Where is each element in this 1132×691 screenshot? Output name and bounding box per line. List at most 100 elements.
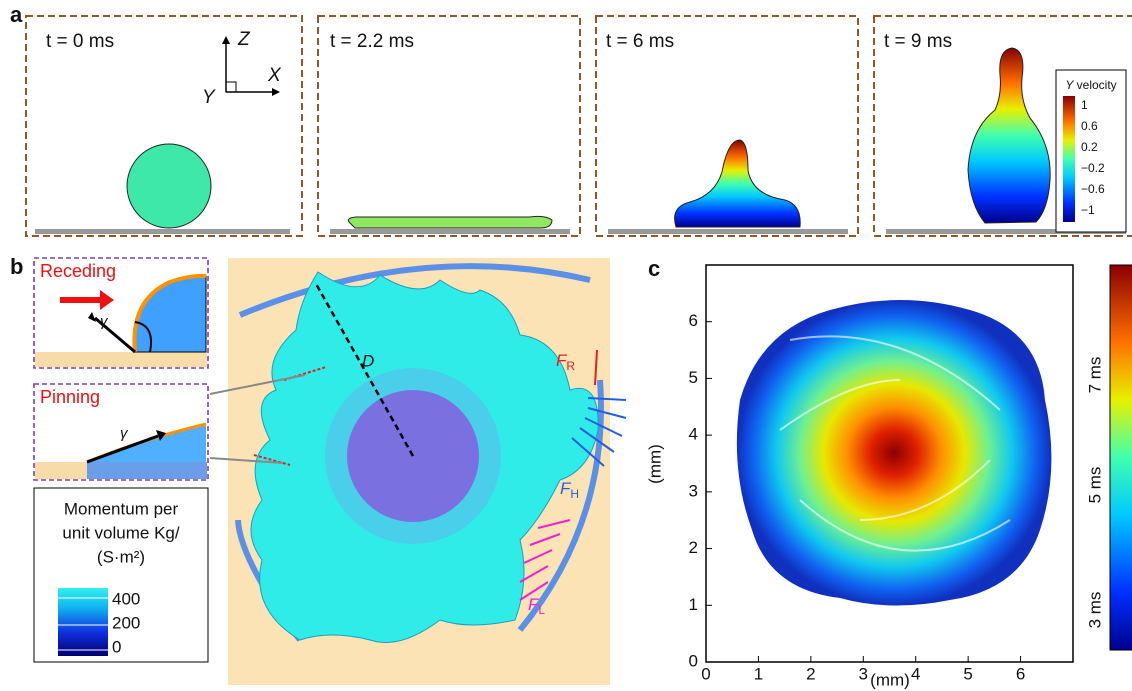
angle-label: γ	[120, 425, 129, 442]
y-tick-label: 6	[689, 311, 698, 330]
frame-time: t = 9 ms	[884, 31, 952, 52]
axis-name: X	[267, 65, 282, 86]
y-axis-label: (mm)	[645, 444, 664, 484]
droplet	[967, 47, 1051, 224]
legend-scale	[58, 588, 108, 656]
panel-label: b	[10, 254, 23, 279]
x-tick-label: 6	[1016, 664, 1025, 683]
shape	[579, 427, 615, 453]
arrowhead	[88, 312, 96, 322]
frame-time: t = 2.2 ms	[330, 31, 414, 52]
colorbar-tick: 1	[1081, 98, 1088, 112]
tangent	[86, 434, 159, 464]
force-label: FR	[556, 351, 575, 373]
arrow	[60, 290, 114, 310]
arrowheads	[222, 36, 280, 96]
shape	[587, 407, 627, 419]
y-tick-label: 4	[689, 425, 698, 444]
hydro-arrows	[571, 397, 627, 467]
colorbar-tick: 0.6	[1081, 119, 1098, 133]
shape	[519, 565, 549, 583]
spiral-arms	[779, 335, 1011, 552]
force-label: FL	[528, 595, 545, 617]
y-tick-label: 3	[689, 481, 698, 500]
force-symbol: F	[528, 595, 540, 614]
force-subscript: H	[570, 487, 579, 501]
footprint	[736, 300, 1052, 606]
angle-arc	[134, 321, 152, 353]
substrate	[35, 462, 87, 479]
force-symbol: F	[556, 351, 568, 370]
shape	[537, 519, 571, 529]
pointer	[209, 457, 284, 464]
colorbar-label: 7 ms	[1085, 357, 1104, 394]
panel-label: c	[648, 256, 660, 281]
colorbar-label: 5 ms	[1085, 467, 1104, 504]
x-tick-label: 0	[701, 664, 710, 683]
title-symbol: Y	[1065, 78, 1074, 92]
y-tick-label: 1	[689, 595, 698, 614]
axis-name: Z	[237, 29, 251, 50]
colorbar-tick: 0.2	[1081, 140, 1098, 154]
diameter-line	[313, 281, 415, 457]
receding-arrow	[594, 349, 598, 386]
force-symbol: F	[560, 479, 572, 498]
x-tick-label: 4	[911, 664, 920, 683]
substrate	[330, 229, 570, 234]
force-label: FH	[560, 479, 579, 501]
footprint-area	[736, 300, 1052, 606]
colorbar-title: Y velocity	[1065, 78, 1116, 92]
legend-title: Momentum per	[64, 499, 179, 518]
x-axis-label: (mm)	[870, 670, 910, 689]
marker	[253, 454, 291, 466]
pointer	[209, 374, 306, 395]
x-tick-label: 3	[859, 664, 868, 683]
frame	[317, 15, 581, 237]
shape	[523, 549, 553, 564]
momentum-legend	[33, 487, 209, 663]
x-tick-label: 1	[754, 664, 763, 683]
axes-triad: Z X Y	[202, 29, 282, 108]
y-tick-label: 5	[689, 368, 698, 387]
colorbar-tick: −0.2	[1081, 161, 1105, 175]
legend-title: unit volume Kg/	[62, 523, 179, 542]
legend-tick: 0	[112, 637, 121, 656]
substrate	[35, 229, 290, 234]
force-subscript: L	[538, 603, 545, 617]
shape	[571, 437, 605, 467]
frame-time: t = 0 ms	[46, 31, 114, 52]
frames	[25, 15, 1132, 237]
substrate	[886, 229, 1126, 234]
droplet	[674, 139, 801, 228]
substrate	[608, 229, 848, 234]
velocity-colorbar: Y velocity	[1055, 69, 1127, 233]
droplet	[348, 215, 553, 229]
substrate	[35, 352, 207, 367]
shape	[584, 417, 623, 437]
y-tick-label: 2	[689, 538, 698, 557]
right-angle	[225, 81, 237, 93]
arrowhead	[156, 430, 166, 441]
legend-title: (S·m²)	[97, 547, 145, 566]
shape	[587, 397, 627, 401]
top-view: D FR FH FL	[209, 258, 627, 685]
tangent	[94, 316, 136, 354]
legend-tick: 200	[112, 613, 140, 632]
y-tick-label: 0	[689, 651, 698, 670]
diameter-label: D	[362, 351, 374, 370]
droplet	[126, 143, 212, 229]
substrate	[87, 462, 207, 479]
shape	[519, 581, 549, 601]
colorbar-tick: −0.6	[1081, 182, 1105, 196]
colorbar-label: 3 ms	[1085, 592, 1104, 629]
force-subscript: R	[566, 359, 575, 373]
colorbar	[1063, 96, 1075, 222]
axis-name: Y	[202, 87, 216, 108]
interface	[132, 273, 207, 353]
x-tick-label: 2	[806, 664, 815, 683]
shape	[529, 533, 561, 546]
panel-label: a	[10, 2, 23, 27]
x-tick-label: 5	[963, 664, 972, 683]
inset-title: Pinning	[40, 387, 100, 407]
